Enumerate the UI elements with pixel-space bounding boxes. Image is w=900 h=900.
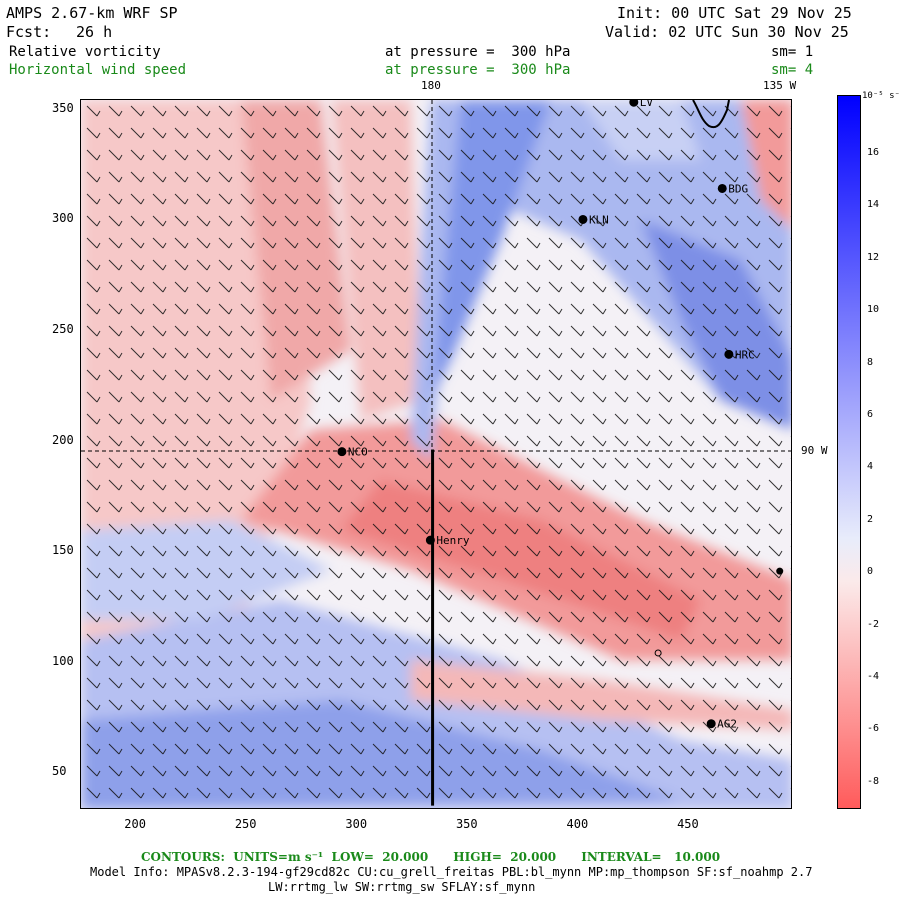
colorbar-label: 8 [867, 356, 874, 368]
field-2-level: at pressure = 300 hPa [385, 62, 571, 78]
colorbar-label: 10 [867, 304, 880, 316]
colorbar-units: 10⁻⁵ s⁻¹ [862, 91, 900, 101]
model-title: AMPS 2.67-km WRF SP [6, 4, 178, 22]
meridian-label-135w: 135 W [763, 79, 797, 92]
colorbar-label: 0 [867, 566, 874, 578]
meridian-label-180: 180 [421, 79, 441, 92]
station-label: NCO [348, 446, 368, 459]
init-time: Init: 00 UTC Sat 29 Nov 25 [617, 4, 852, 22]
field-2-name: Horizontal wind speed [9, 62, 187, 78]
station-label: KLN [589, 213, 609, 226]
colorbar-label: -6 [867, 723, 880, 735]
x-tick-label: 450 [677, 817, 699, 831]
station-dot [717, 183, 727, 193]
y-tick-label: 200 [52, 432, 74, 447]
station-dot [337, 447, 347, 457]
station-label: LV [640, 100, 654, 109]
colorbar-label: -4 [867, 671, 880, 682]
wind-barbs [81, 100, 791, 808]
meridian-label-90w: 90 W [801, 444, 828, 457]
contours-info: CONTOURS: UNITS=m s⁻¹ LOW= 20.000 HIGH= … [141, 850, 721, 864]
y-tick-label: 50 [52, 764, 67, 779]
y-tick-label: 300 [52, 211, 74, 226]
colorbar-label: 6 [867, 409, 874, 420]
y-tick-label: 150 [52, 543, 74, 558]
vorticity-map[interactable]: LV BDG KLN HRC NCO Henry AG2 [80, 99, 792, 809]
field-2-smooth: sm= 4 [771, 62, 814, 78]
station-label: HRC [735, 348, 755, 361]
station-dot [578, 214, 588, 224]
colorbar-label: -2 [867, 618, 880, 630]
valid-time: Valid: 02 UTC Sun 30 Nov 25 [605, 23, 849, 41]
x-tick-label: 250 [234, 817, 257, 831]
field-1-level: at pressure = 300 hPa [385, 44, 571, 60]
y-tick-label: 250 [52, 322, 74, 337]
station-dot [654, 649, 662, 657]
station-dot [706, 719, 716, 729]
colorbar-label: 12 [867, 251, 880, 263]
colorbar-label: 14 [867, 199, 880, 211]
x-tick-label: 400 [566, 817, 589, 831]
colorbar-label: 16 [867, 147, 880, 158]
forecast-hour: 26 h [76, 23, 113, 41]
model-info: Model Info: MPASv8.2.3-194-gf29cd82c CU:… [90, 865, 813, 879]
x-tick-label: 300 [345, 817, 368, 831]
colorbar-label: 2 [867, 513, 874, 525]
forecast-label: Fcst: [6, 23, 52, 41]
x-tick-label: 350 [455, 817, 478, 831]
colorbar-label: 4 [867, 461, 874, 473]
field-1-smooth: sm= 1 [771, 44, 814, 60]
colorbar [837, 95, 861, 809]
station-label: BDG [728, 182, 748, 195]
station-dot [724, 349, 734, 359]
x-tick-label: 200 [124, 817, 146, 831]
station-label: Henry [436, 534, 469, 547]
station-dot [776, 567, 784, 575]
y-tick-label: 100 [52, 653, 74, 668]
y-tick-label: 350 [52, 100, 74, 115]
map-canvas: LV BDG KLN HRC NCO Henry AG2 [81, 100, 791, 808]
model-info-physics: LW:rrtmg_lw SW:rrtmg_sw SFLAY:sf_mynn [268, 880, 536, 894]
colorbar-label: -8 [867, 775, 880, 787]
station-dot [629, 100, 639, 107]
colorbar-canvas [838, 96, 860, 808]
station-label: AG2 [717, 718, 737, 731]
coastline [692, 100, 730, 129]
field-1-name: Relative vorticity [9, 44, 161, 60]
station-markers: LV BDG KLN HRC NCO Henry AG2 [337, 100, 784, 731]
station-dot [425, 535, 435, 545]
